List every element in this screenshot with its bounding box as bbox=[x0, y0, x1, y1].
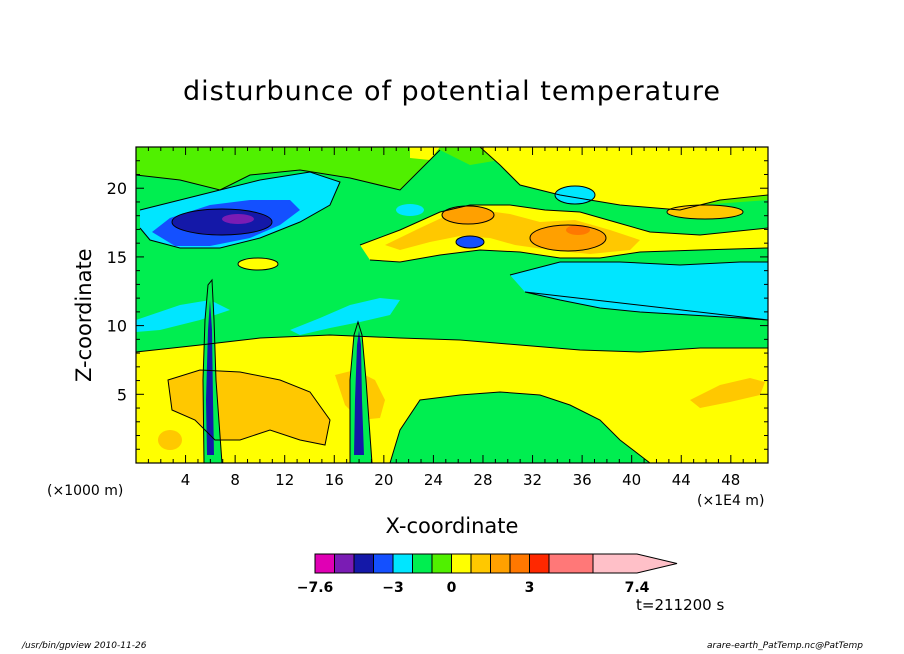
x-tick-label: 24 bbox=[424, 471, 443, 489]
colorbar-swatch bbox=[334, 553, 355, 574]
footer-program: /usr/bin/gpview 2010-11-26 bbox=[22, 641, 147, 651]
top-yellow-region bbox=[410, 147, 768, 210]
colorbar-label: 7.4 bbox=[624, 580, 650, 596]
colorbar-swatch bbox=[490, 553, 511, 574]
x-tick-label: 32 bbox=[523, 471, 542, 489]
green-bump-lower bbox=[410, 400, 630, 463]
x-tick-label: 44 bbox=[672, 471, 691, 489]
warm-core-peak bbox=[566, 225, 590, 235]
x-unit-left: (×1000 m) bbox=[47, 483, 124, 499]
x-tick-label: 40 bbox=[622, 471, 641, 489]
x-tick-label: 36 bbox=[573, 471, 592, 489]
contour-line bbox=[237, 257, 279, 271]
colorbar-swatch bbox=[373, 553, 394, 574]
orange-spot-left bbox=[158, 430, 182, 450]
contour-line bbox=[167, 369, 331, 446]
colorbar-swatch bbox=[592, 553, 678, 574]
y-tick-label: 5 bbox=[117, 385, 127, 404]
contour-lines bbox=[136, 147, 768, 463]
colorbar-swatch bbox=[431, 553, 452, 574]
contour-line bbox=[509, 261, 768, 321]
colorbar-label: −3 bbox=[382, 580, 404, 596]
cold-spot-mid bbox=[456, 236, 484, 248]
colorbar-swatch bbox=[451, 553, 472, 574]
cyan-band-mid bbox=[290, 298, 400, 335]
y-tick-label: 15 bbox=[107, 248, 127, 267]
colorbar-label: 3 bbox=[524, 580, 535, 596]
contour-line bbox=[171, 208, 273, 236]
coldest-core bbox=[222, 214, 254, 224]
x-axis-label: X-coordinate bbox=[385, 514, 519, 538]
y-axis-label: Z-coordinate bbox=[72, 248, 96, 382]
contour-field bbox=[136, 147, 768, 463]
contour-line bbox=[479, 147, 768, 211]
x-tick-label: 48 bbox=[721, 471, 740, 489]
x-tick-label: 20 bbox=[374, 471, 393, 489]
cyan-cold-region-right bbox=[510, 262, 768, 320]
contour-line bbox=[554, 185, 596, 205]
plume-right-core bbox=[354, 330, 364, 455]
contour-line bbox=[389, 391, 651, 463]
colorbar-swatch bbox=[509, 553, 530, 574]
orange-lower-right bbox=[690, 378, 765, 408]
contour-line bbox=[455, 235, 485, 249]
colorbar-swatch bbox=[529, 553, 550, 574]
contour-line bbox=[139, 171, 341, 249]
colorbar bbox=[314, 553, 678, 574]
colorbar-swatch bbox=[392, 553, 413, 574]
contour-line bbox=[136, 149, 441, 191]
cold-spot-small bbox=[396, 204, 424, 216]
yellow-spot-upper bbox=[238, 258, 278, 270]
colorbar-swatch bbox=[470, 553, 491, 574]
x-tick-label: 28 bbox=[473, 471, 492, 489]
plume-left-core bbox=[206, 300, 214, 455]
colorbar-swatch bbox=[412, 553, 433, 574]
contour-line bbox=[359, 204, 768, 246]
contour-line bbox=[529, 224, 607, 252]
y-tick-label: 10 bbox=[107, 317, 127, 336]
footer-source: arare-earth_PatTemp.nc@PatTemp bbox=[707, 641, 863, 651]
colorbar-label: −7.6 bbox=[296, 580, 334, 596]
colorbar-label: 0 bbox=[446, 580, 457, 596]
x-tick-label: 16 bbox=[325, 471, 344, 489]
plot-frame bbox=[135, 146, 769, 464]
x-tick-label: 4 bbox=[181, 471, 191, 489]
warm-core-left bbox=[442, 206, 494, 224]
x-tick-label: 12 bbox=[275, 471, 294, 489]
contour-line bbox=[202, 278, 223, 463]
contour-line bbox=[369, 247, 768, 263]
contour-line bbox=[441, 205, 495, 225]
x-unit-right: (×1E4 m) bbox=[697, 493, 765, 509]
colorbar-swatch bbox=[314, 553, 335, 574]
chart-title: disturbunce of potential temperature bbox=[183, 76, 721, 107]
colorbar-swatch bbox=[548, 553, 594, 574]
y-tick-label: 20 bbox=[107, 179, 127, 198]
time-annotation: t=211200 s bbox=[636, 596, 725, 614]
x-tick-label: 8 bbox=[230, 471, 240, 489]
colorbar-swatch bbox=[353, 553, 374, 574]
contour-line bbox=[666, 204, 744, 220]
contour-line bbox=[349, 320, 373, 463]
contour-line bbox=[136, 334, 768, 353]
